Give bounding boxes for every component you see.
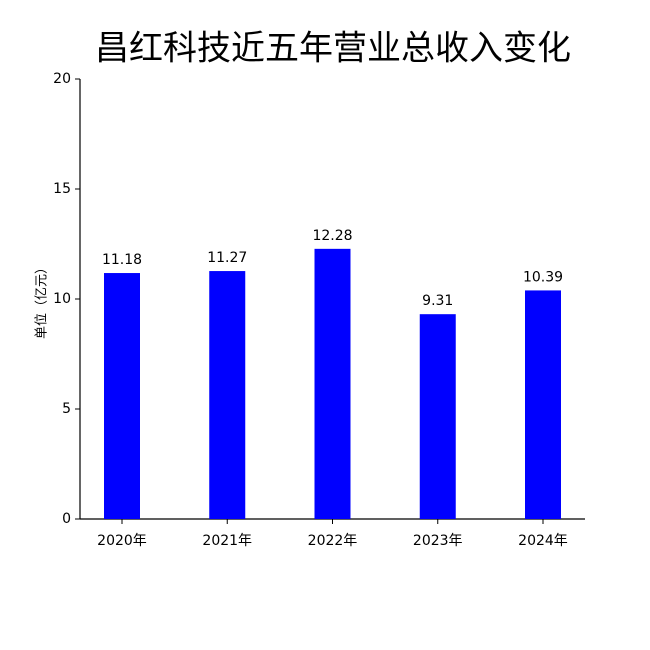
bar — [314, 248, 351, 519]
chart-title: 昌红科技近五年营业总收入变化 — [95, 29, 571, 69]
x-tick-label: 2023年 — [413, 533, 463, 549]
x-tick-label: 2022年 — [308, 533, 358, 549]
value-label: 10.39 — [523, 269, 563, 285]
y-tick-label: 10 — [53, 291, 71, 307]
bar — [104, 273, 140, 519]
x-tick-label: 2021年 — [202, 533, 252, 549]
y-tick-label: 15 — [53, 181, 71, 197]
value-label: 11.27 — [207, 250, 247, 266]
y-tick-label: 0 — [62, 511, 71, 527]
value-label: 11.18 — [102, 252, 142, 268]
bar — [419, 314, 456, 519]
y-tick-label: 20 — [53, 71, 71, 87]
x-tick-label: 2024年 — [518, 533, 568, 549]
bar — [209, 271, 246, 519]
bar — [525, 290, 561, 519]
value-label: 12.28 — [312, 228, 352, 244]
y-axis-label: 单位（亿元） — [35, 261, 50, 339]
y-tick-label: 5 — [62, 401, 71, 417]
value-label: 9.31 — [422, 293, 453, 309]
x-tick-label: 2020年 — [97, 533, 147, 549]
